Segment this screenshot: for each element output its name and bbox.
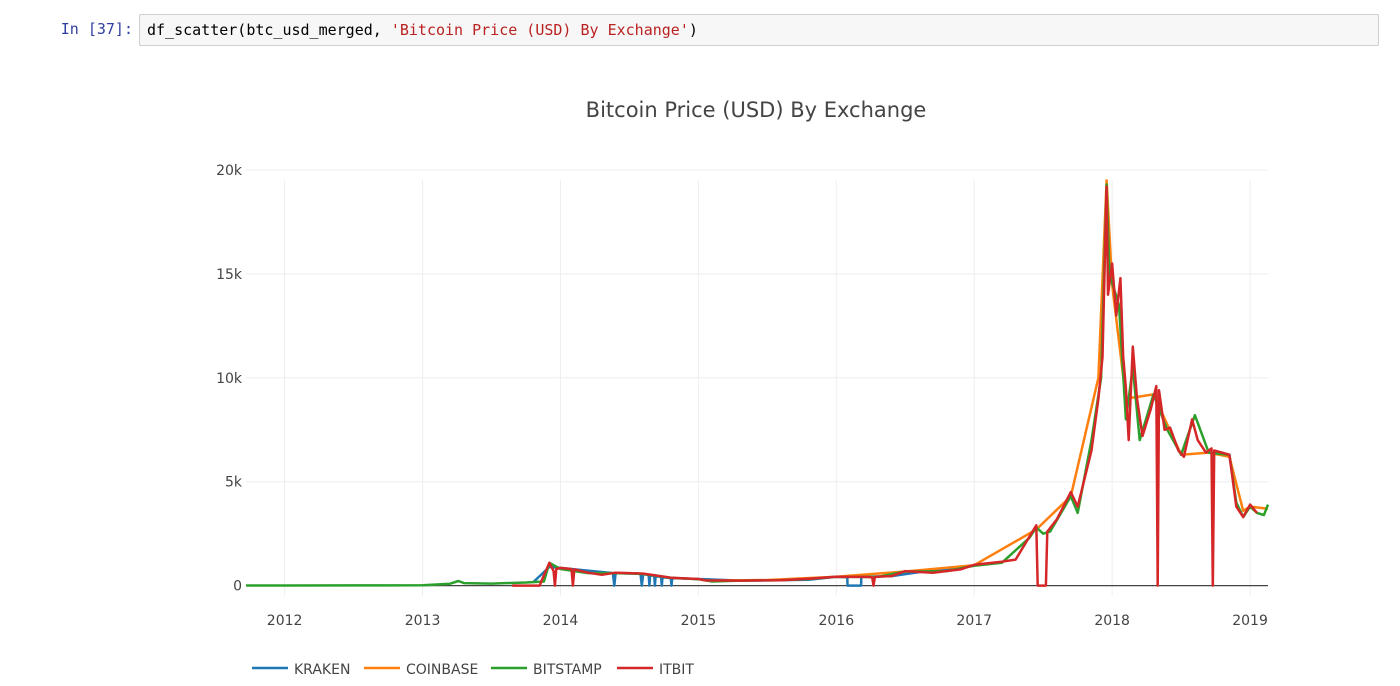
legend-label: COINBASE (406, 662, 478, 678)
series-layer[interactable] (246, 179, 1270, 587)
legend-label: ITBIT (659, 662, 694, 678)
legend-item-itbit[interactable]: ITBIT (617, 662, 694, 678)
chart: Bitcoin Price (USD) By Exchange 2012 2013… (216, 98, 1270, 678)
input-prompt: In [37]: (60, 20, 133, 38)
legend-item-bitstamp[interactable]: BITSTAMP (491, 662, 602, 678)
x-tick-label: 2015 (681, 613, 717, 629)
code-string-literal: 'Bitcoin Price (USD) By Exchange' (390, 21, 689, 39)
x-tick-label: 2019 (1232, 613, 1268, 629)
grid-layer (246, 169, 1268, 596)
code-call: df_scatter(btc_usd_merged, (147, 21, 391, 39)
x-tick-label: 2017 (956, 613, 992, 629)
legend-item-kraken[interactable]: KRAKEN (252, 662, 350, 678)
y-tick-label: 10k (216, 371, 243, 387)
series-line-bitstamp[interactable] (246, 183, 1270, 587)
x-tick-label: 2018 (1094, 613, 1130, 629)
code-input[interactable]: df_scatter(btc_usd_merged, 'Bitcoin Pric… (139, 14, 1379, 46)
legend-label: KRAKEN (294, 662, 350, 678)
y-tick-label: 5k (225, 475, 243, 491)
y-tick-label: 0 (233, 579, 242, 595)
y-tick-label: 15k (216, 267, 243, 283)
series-line-itbit[interactable] (512, 185, 1258, 587)
legend-item-coinbase[interactable]: COINBASE (364, 662, 478, 678)
x-tick-label: 2016 (818, 613, 854, 629)
legend-label: BITSTAMP (533, 662, 602, 678)
chart-title: Bitcoin Price (USD) By Exchange (586, 98, 927, 122)
x-tick-label: 2012 (267, 613, 303, 629)
axis-layer: 2012 2013 2014 2015 2016 2017 2018 2019 0 5k 10k 15… (216, 163, 1268, 629)
x-tick-label: 2014 (543, 613, 579, 629)
x-tick-label: 2013 (405, 613, 441, 629)
series-line-coinbase[interactable] (709, 179, 1269, 583)
y-tick-label: 20k (216, 163, 243, 179)
code-close-paren: ) (688, 21, 698, 39)
legend[interactable]: KRAKEN COINBASE BITSTAMP ITBIT (252, 662, 694, 678)
